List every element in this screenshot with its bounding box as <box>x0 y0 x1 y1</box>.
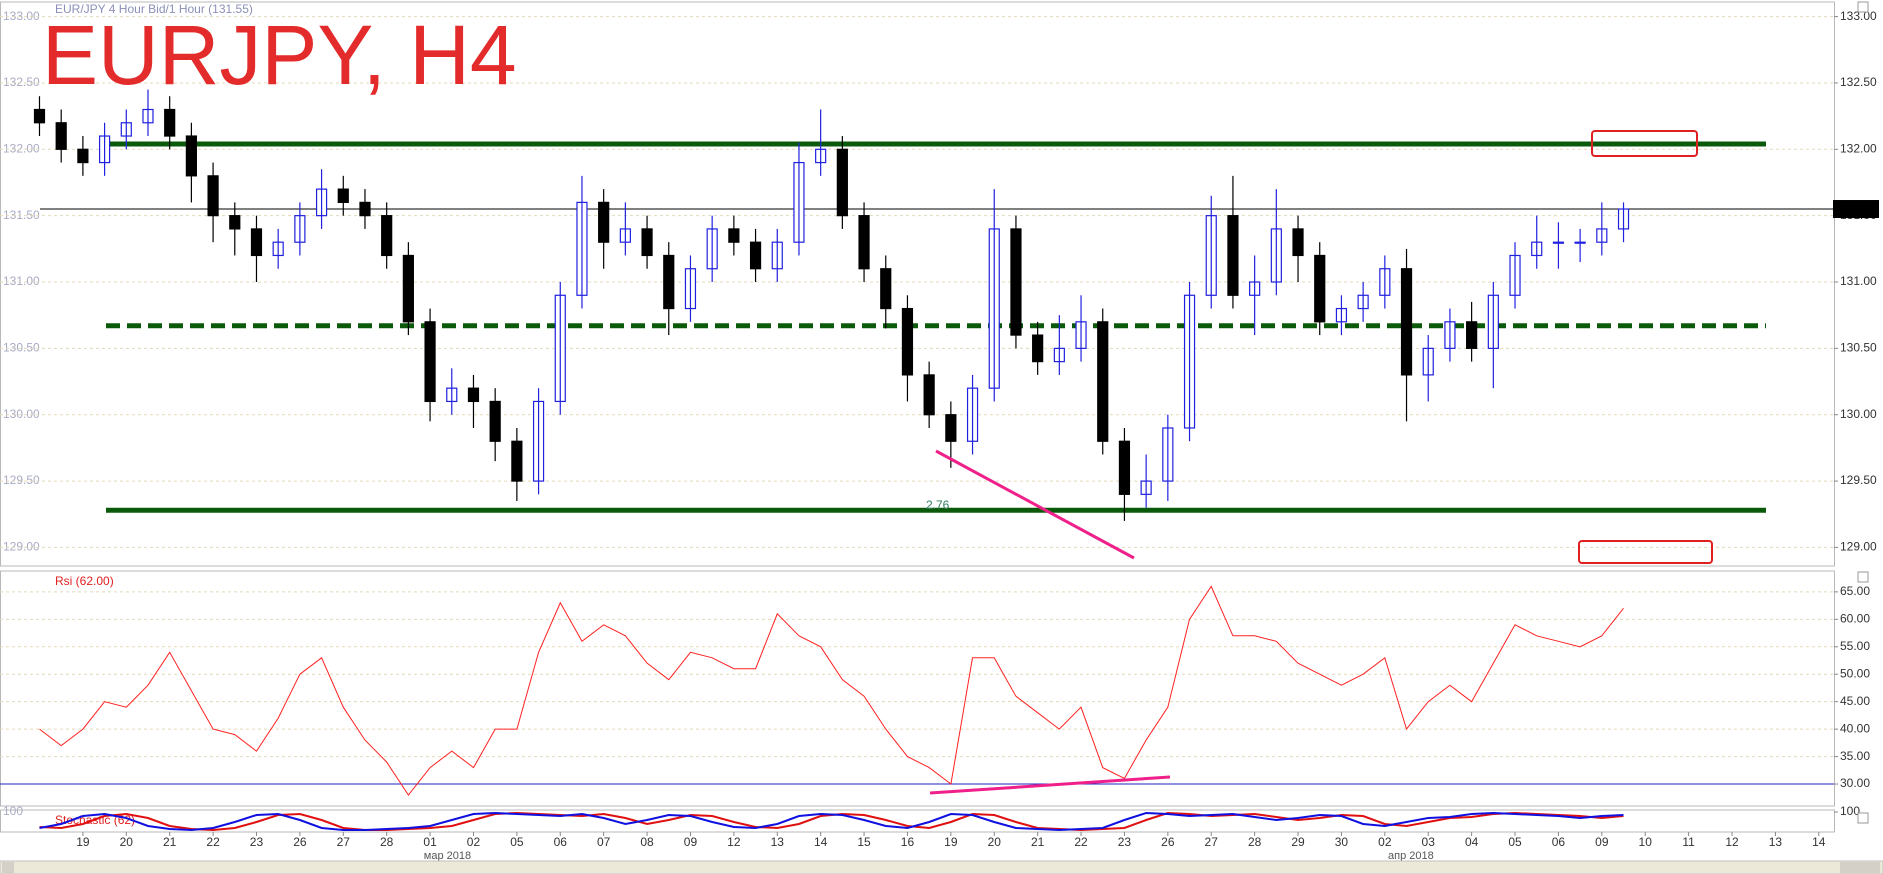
x-tick-label: 23 <box>1118 835 1132 849</box>
x-tick-label: 05 <box>1508 835 1522 849</box>
scrollbar[interactable] <box>0 860 1883 874</box>
x-tick-label: 29 <box>1291 835 1305 849</box>
y-tick-label-left: 131.50 <box>3 208 40 222</box>
y-tick-label: 130.00 <box>1840 407 1877 421</box>
y-tick-label-left: 132.00 <box>3 141 40 155</box>
y-tick-label-left: 132.50 <box>3 75 40 89</box>
y-tick-label-left: 131.00 <box>3 274 40 288</box>
scroll-button[interactable] <box>1840 862 1880 873</box>
x-tick-label: 30 <box>1335 835 1349 849</box>
x-tick-label: 12 <box>727 835 741 849</box>
x-tick-label: 05 <box>510 835 524 849</box>
x-tick-label: 10 <box>1639 835 1653 849</box>
x-tick-label: 21 <box>163 835 177 849</box>
y-tick-label: 50.00 <box>1840 666 1870 680</box>
x-tick-label: 01 <box>423 835 437 849</box>
x-tick-label: 27 <box>337 835 351 849</box>
y-tick-label: 131.00 <box>1840 274 1877 288</box>
panel-title: Rsi (62.00) <box>55 574 114 588</box>
x-tick-label: 28 <box>380 835 394 849</box>
target-box <box>1591 130 1698 157</box>
x-tick-label: 19 <box>944 835 958 849</box>
x-tick-label: 26 <box>293 835 307 849</box>
x-tick-label: 28 <box>1248 835 1262 849</box>
x-tick-label: 22 <box>206 835 220 849</box>
x-sublabel: мар 2018 <box>424 850 471 862</box>
panel-frame <box>0 1 1835 567</box>
y-tick-label-left: 100 <box>3 804 23 818</box>
y-tick-label: 30.00 <box>1840 776 1870 790</box>
x-tick-label: 12 <box>1725 835 1739 849</box>
chart-title: EURJPY, H4 <box>42 8 517 102</box>
x-tick-label: 14 <box>1812 835 1826 849</box>
chart-subtitle: EUR/JPY 4 Hour Bid/1 Hour (131.55) <box>55 2 253 16</box>
x-tick-label: 03 <box>1422 835 1436 849</box>
y-tick-label: 40.00 <box>1840 721 1870 735</box>
x-tick-label: 20 <box>988 835 1002 849</box>
y-tick-label-left: 130.50 <box>3 341 40 355</box>
close-button[interactable] <box>1857 1 1869 13</box>
x-tick-label: 02 <box>467 835 481 849</box>
x-tick-label: 20 <box>120 835 134 849</box>
x-tick-label: 06 <box>554 835 568 849</box>
scroll-button[interactable] <box>2 862 14 873</box>
x-tick-label: 09 <box>1595 835 1609 849</box>
y-tick-label-left: 133.00 <box>3 9 40 23</box>
x-tick-label: 08 <box>640 835 654 849</box>
y-tick-label: 65.00 <box>1840 584 1870 598</box>
x-tick-label: 16 <box>901 835 915 849</box>
y-tick-label: 55.00 <box>1840 639 1870 653</box>
trend-line <box>929 775 1171 795</box>
y-tick-label: 35.00 <box>1840 749 1870 763</box>
close-button[interactable] <box>1857 571 1869 583</box>
panel-frame <box>0 809 1835 833</box>
x-tick-label: 07 <box>597 835 611 849</box>
x-tick-label: 13 <box>1769 835 1783 849</box>
y-tick-label: 129.50 <box>1840 473 1877 487</box>
y-tick-label: 132.00 <box>1840 141 1877 155</box>
close-button[interactable] <box>1857 812 1869 824</box>
x-tick-label: 21 <box>1031 835 1045 849</box>
series-line <box>39 811 1624 832</box>
x-tick-label: 09 <box>684 835 698 849</box>
target-box <box>1578 540 1713 564</box>
y-tick-label-left: 129.00 <box>3 540 40 554</box>
x-tick-label: 11 <box>1682 835 1695 849</box>
y-tick-label: 129.00 <box>1840 540 1877 554</box>
trend-line <box>935 449 1135 560</box>
x-tick-label: 06 <box>1552 835 1566 849</box>
y-tick-label-left: 129.50 <box>3 473 40 487</box>
x-tick-label: 02 <box>1378 835 1392 849</box>
panel-frame <box>0 570 1835 807</box>
y-tick-label: 100 <box>1840 804 1860 818</box>
y-tick-label: 60.00 <box>1840 611 1870 625</box>
x-tick-label: 04 <box>1465 835 1479 849</box>
y-tick-label: 45.00 <box>1840 694 1870 708</box>
y-tick-label: 130.50 <box>1840 341 1877 355</box>
y-tick-label-left: 130.00 <box>3 407 40 421</box>
x-tick-label: 22 <box>1074 835 1088 849</box>
series-line <box>39 585 1624 796</box>
x-tick-label: 27 <box>1205 835 1219 849</box>
y-tick-label: 132.50 <box>1840 75 1877 89</box>
x-tick-label: 15 <box>857 835 871 849</box>
annotation: 2.76 <box>926 498 950 512</box>
x-tick-label: 26 <box>1161 835 1175 849</box>
x-tick-label: 14 <box>814 835 828 849</box>
x-tick-label: 23 <box>250 835 264 849</box>
last-price-box <box>1833 200 1879 219</box>
x-sublabel: апр 2018 <box>1388 850 1434 862</box>
x-tick-label: 19 <box>76 835 90 849</box>
x-tick-label: 13 <box>771 835 785 849</box>
